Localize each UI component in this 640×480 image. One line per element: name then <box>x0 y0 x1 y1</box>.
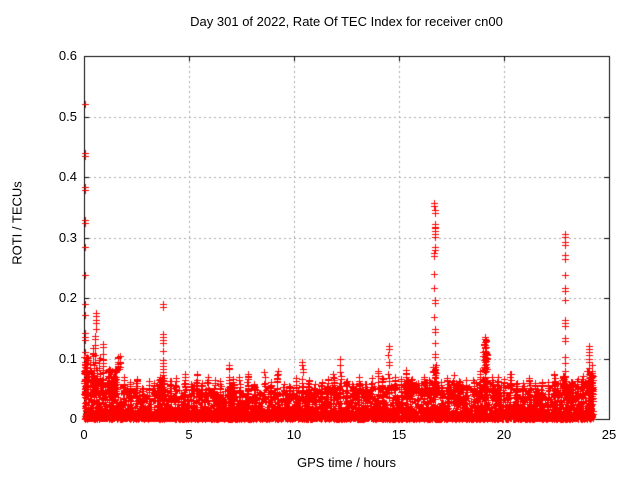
chart-title: Day 301 of 2022, Rate Of TEC Index for r… <box>190 14 503 29</box>
x-axis-label: GPS time / hours <box>297 455 396 470</box>
y-tick-0.5: 0.5 <box>58 109 77 124</box>
y-tick-0: 0 <box>69 411 77 426</box>
y-tick-0.6: 0.6 <box>58 48 77 63</box>
x-tick-20: 20 <box>496 427 512 442</box>
y-tick-0.2: 0.2 <box>58 290 77 305</box>
y-axis-label: ROTI / TECUs <box>9 181 25 265</box>
x-tick-10: 10 <box>286 427 302 442</box>
y-tick-0.1: 0.1 <box>58 351 77 366</box>
y-tick-0.4: 0.4 <box>58 169 77 184</box>
x-tick-0: 0 <box>80 427 88 442</box>
y-tick-0.3: 0.3 <box>58 230 77 245</box>
x-tick-25: 25 <box>601 427 617 442</box>
x-tick-15: 15 <box>391 427 407 442</box>
x-tick-5: 5 <box>185 427 193 442</box>
